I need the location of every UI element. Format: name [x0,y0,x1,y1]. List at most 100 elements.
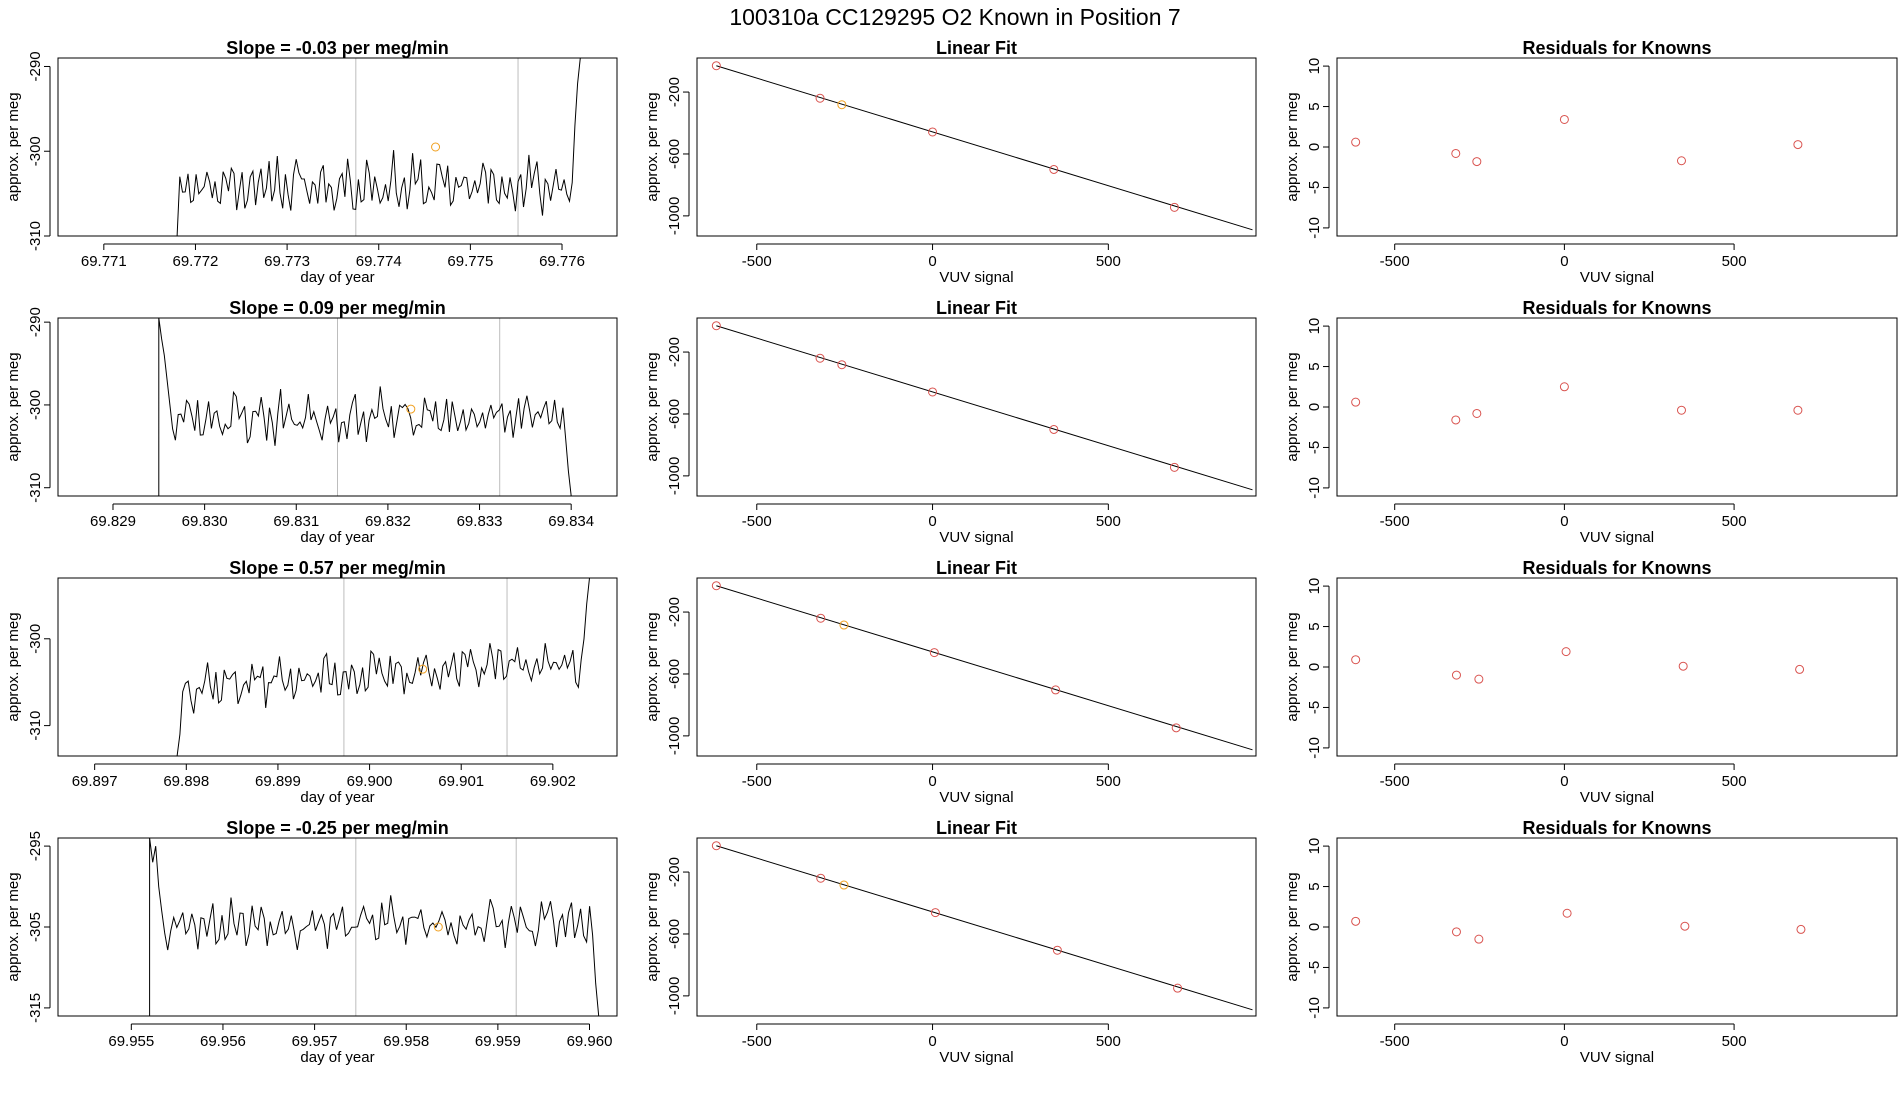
x-axis-title: VUV signal [939,1049,1013,1066]
x-tick-label: -500 [742,513,772,530]
fit-point [929,648,939,658]
x-axis-title: VUV signal [939,269,1013,286]
x-tick-label: 69.955 [108,1033,154,1050]
x-tick-label: 69.833 [457,513,503,530]
y-axis-title: approx. per meg [644,92,661,201]
y-tick-label: -290 [27,51,44,81]
x-tick-label: 500 [1722,773,1747,790]
fit-point [928,387,938,397]
y-tick-label: 5 [1306,102,1323,110]
panel-residuals-row-1: Residuals for Knowns -500 0 500 VUV signal -1… [1284,38,1898,286]
y-tick-label: -300 [27,624,44,654]
x-tick-label: -500 [742,253,772,270]
y-axis-title: approx. per meg [1284,92,1301,201]
y-tick-label: -5 [1306,181,1323,194]
x-tick-label: 69.900 [347,773,393,790]
residual-point [1676,156,1686,166]
x-axis-title: VUV signal [1580,529,1654,546]
highlight-point [433,922,443,932]
x-tick-label: 69.901 [438,773,484,790]
residual-point [1351,397,1361,407]
panel-title: Linear Fit [936,558,1017,578]
y-tick-label: 5 [1306,882,1323,890]
y-tick-label: -310 [27,473,44,503]
residual-point [1451,670,1461,680]
plot-frame [1336,57,1898,237]
y-axis-title: approx. per meg [644,612,661,721]
highlight-point [406,404,416,414]
highlight-point [431,142,441,152]
x-tick-label: 0 [928,513,936,530]
fit-point-highlight [839,620,849,630]
x-axis-title: VUV signal [1580,269,1654,286]
fit-point [1171,723,1181,733]
plot-frame [696,317,1257,497]
x-tick-label: 0 [1560,773,1568,790]
y-tick-label: 10 [1306,838,1323,855]
y-tick-label: -310 [27,711,44,741]
x-tick-label: 0 [1560,253,1568,270]
x-tick-label: -500 [1380,513,1410,530]
plot-area [58,838,600,1016]
x-tick-label: 0 [1560,513,1568,530]
fit-point [816,613,826,623]
residual-point [1562,908,1572,918]
x-axis-title: day of year [300,269,374,286]
plot-frame [1336,837,1898,1017]
x-axis-title: day of year [300,529,374,546]
plot-frame [1336,577,1898,757]
y-tick-label: 10 [1306,578,1323,595]
y-axis-title: approx. per meg [1284,352,1301,461]
y-tick-label: 0 [1306,143,1323,151]
x-axis-title: VUV signal [1580,789,1654,806]
fit-point-highlight [839,880,849,890]
x-tick-label: 69.957 [292,1033,338,1050]
x-axis-title: day of year [300,1049,374,1066]
residual-point [1559,114,1569,124]
panel-fit-row-1: Linear Fit -500 0 500 VUV signal -1000 -600 -20… [644,38,1257,286]
y-axis-title: approx. per meg [1284,872,1301,981]
y-axis-title: approx. per meg [644,352,661,461]
residual-point [1559,382,1569,392]
fit-point [1173,983,1183,993]
panel-title: Slope = -0.25 per meg/min [226,818,449,838]
panel-title: Slope = 0.57 per meg/min [229,558,446,578]
plot-frame [57,837,618,1017]
signal-trace [58,578,590,756]
y-tick-label: 0 [1306,923,1323,931]
y-tick-label: -1000 [666,457,683,495]
panel-time-row-2: Slope = 0.09 per meg/min 69.829 69.830 69.8… [5,298,618,546]
y-tick-label: 5 [1306,362,1323,370]
y-tick-label: -200 [666,77,683,107]
x-tick-label: 69.956 [200,1033,246,1050]
y-tick-label: -1000 [666,717,683,755]
residual-point [1561,647,1571,657]
panel-title: Residuals for Knowns [1522,298,1711,318]
x-tick-label: 500 [1096,513,1121,530]
residual-point [1472,157,1482,167]
fit-point [711,61,721,71]
residual-point [1796,924,1806,934]
y-axis-title: approx. per meg [5,872,22,981]
highlight-point [418,664,428,674]
y-tick-label: -600 [666,919,683,949]
x-tick-label: 500 [1096,773,1121,790]
x-tick-label: 69.902 [530,773,576,790]
y-tick-label: -305 [27,912,44,942]
fit-point [1169,462,1179,472]
residual-point [1474,674,1484,684]
x-tick-label: 69.773 [264,253,310,270]
y-tick-label: -600 [666,659,683,689]
residual-point [1793,405,1803,415]
residual-point [1793,140,1803,150]
fit-point [711,321,721,331]
y-tick-label: 10 [1306,58,1323,75]
fit-line [716,845,1253,1011]
plot-frame [57,57,618,237]
fit-point [816,873,826,883]
panel-time-row-1: Slope = -0.03 per meg/min 69.771 69.772 69.… [5,38,618,286]
fit-point [1051,685,1061,695]
panel-title: Slope = 0.09 per meg/min [229,298,446,318]
residual-point [1451,148,1461,158]
panel-fit-row-4: Linear Fit -500 0 500 VUV signal -1000 -600 -20… [644,818,1257,1066]
